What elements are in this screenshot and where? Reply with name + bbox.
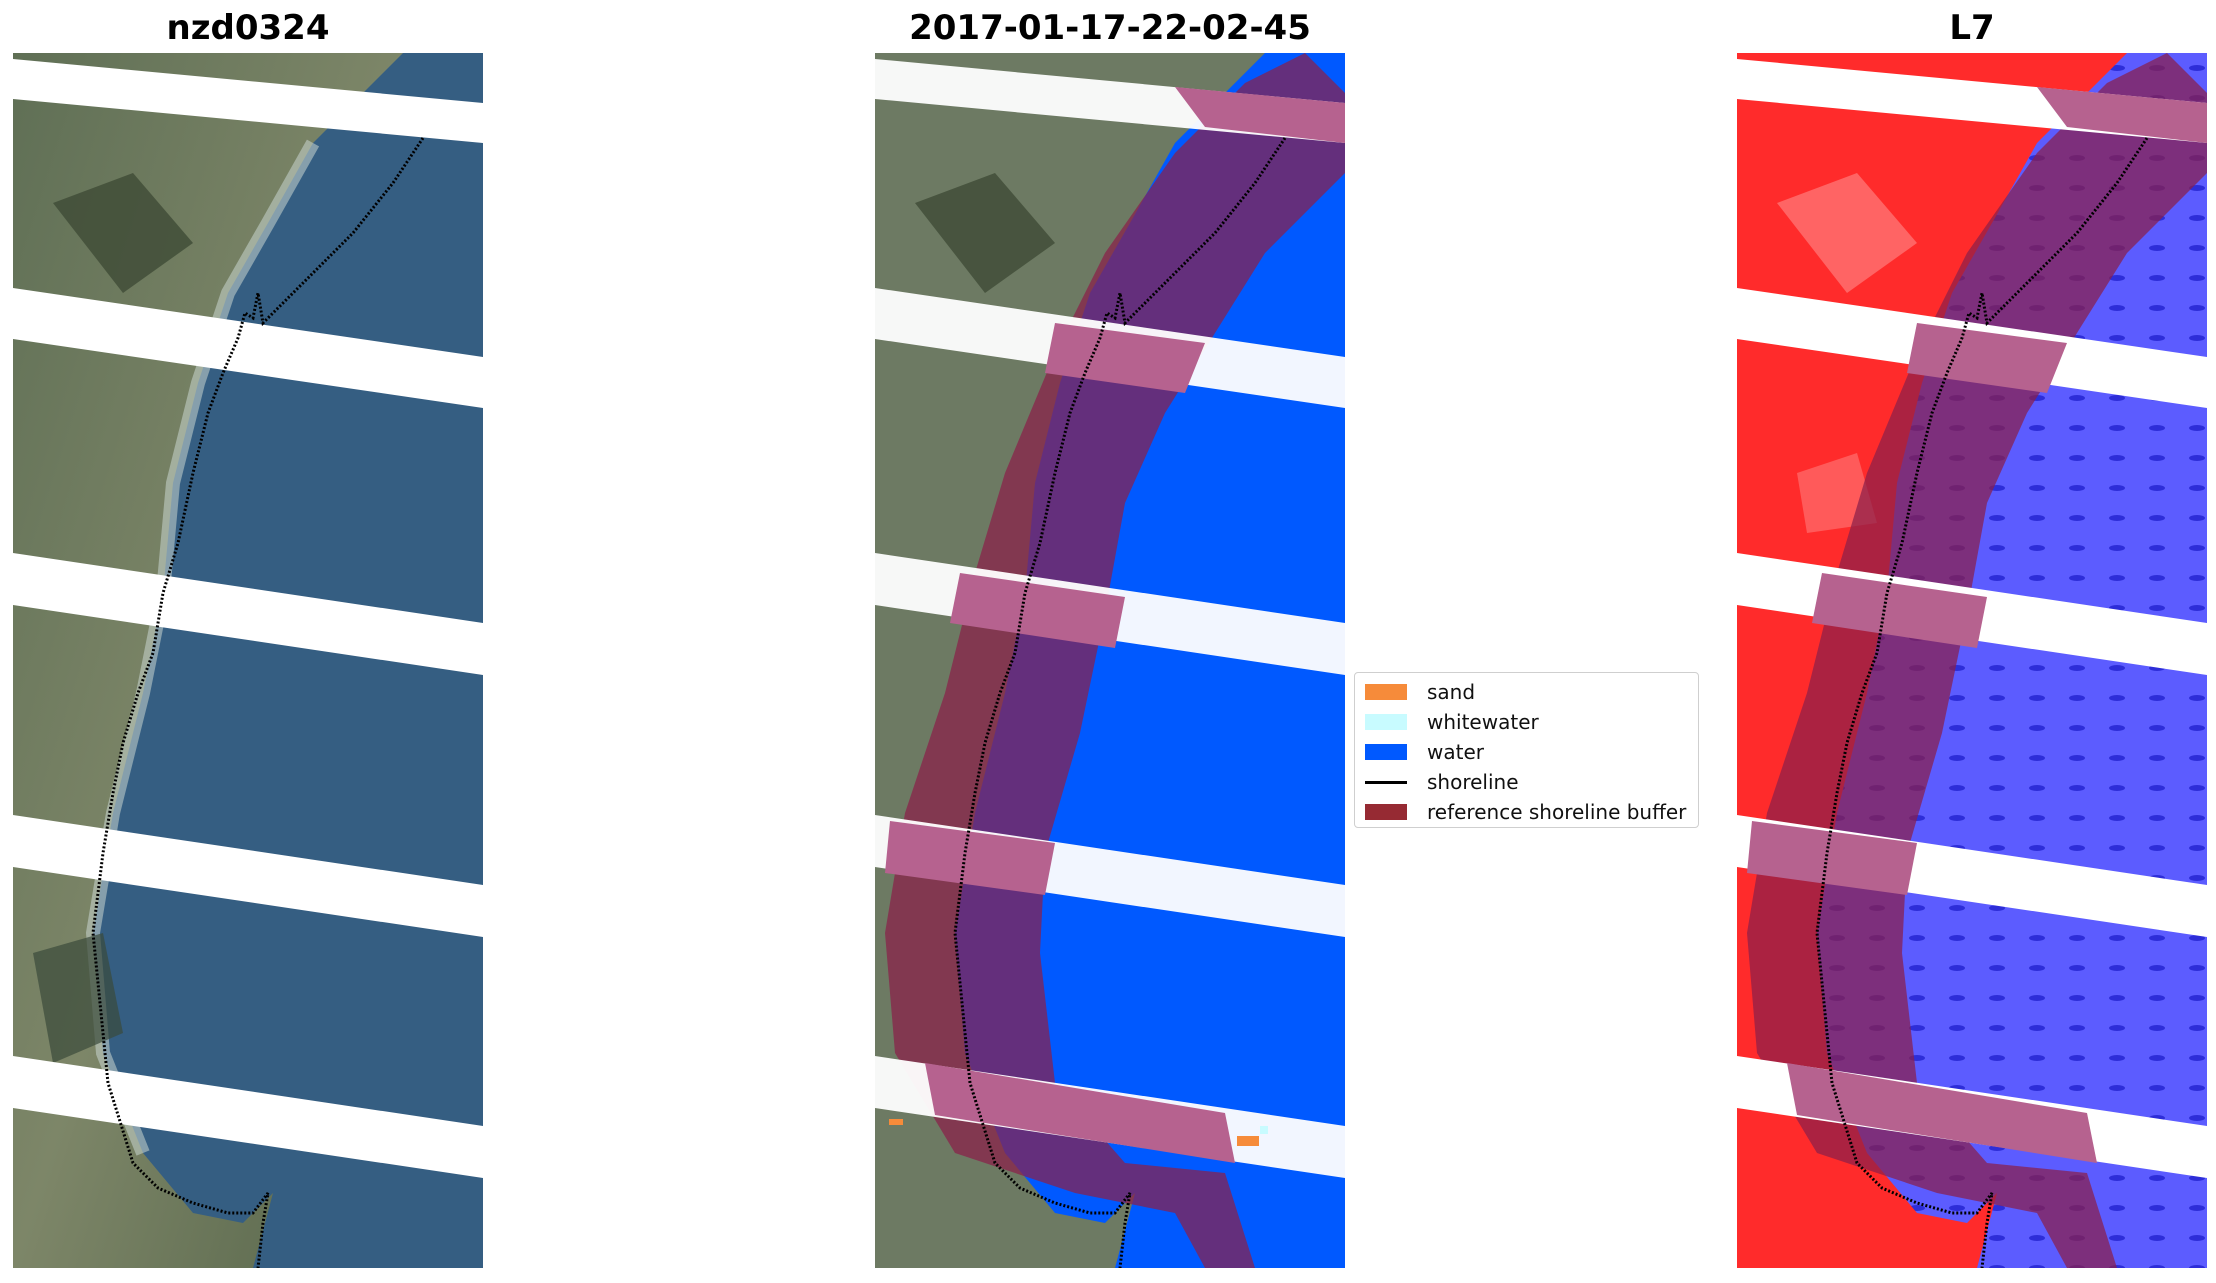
whitewater-swatch bbox=[1365, 714, 1407, 730]
buffer-swatch bbox=[1365, 804, 1407, 820]
index-panel bbox=[1737, 53, 2207, 1268]
panel-title-classification: 2017-01-17-22-02-45 bbox=[909, 8, 1311, 48]
rgb-image-panel bbox=[13, 53, 483, 1268]
legend-label: shoreline bbox=[1427, 770, 1519, 794]
legend-label: water bbox=[1427, 740, 1484, 764]
classification-panel bbox=[875, 53, 1345, 1268]
index-image bbox=[1737, 53, 2207, 1268]
legend-item-whitewater: whitewater bbox=[1365, 707, 1688, 737]
legend-item-sand: sand bbox=[1365, 677, 1688, 707]
classification-image bbox=[875, 53, 1345, 1268]
legend-item-water: water bbox=[1365, 737, 1688, 767]
legend-label: reference shoreline buffer bbox=[1427, 800, 1687, 824]
legend: sand whitewater water shoreline referenc… bbox=[1354, 672, 1699, 828]
legend-label: whitewater bbox=[1427, 710, 1539, 734]
rgb-image bbox=[13, 53, 483, 1268]
sand-swatch bbox=[1365, 684, 1407, 700]
panel-title-index: L7 bbox=[1949, 8, 1995, 48]
legend-item-shoreline: shoreline bbox=[1365, 767, 1688, 797]
panel-title-rgb: nzd0324 bbox=[166, 8, 330, 48]
legend-label: sand bbox=[1427, 680, 1476, 704]
legend-item-buffer: reference shoreline buffer bbox=[1365, 797, 1688, 827]
shoreline-swatch bbox=[1365, 780, 1407, 784]
water-swatch bbox=[1365, 744, 1407, 760]
